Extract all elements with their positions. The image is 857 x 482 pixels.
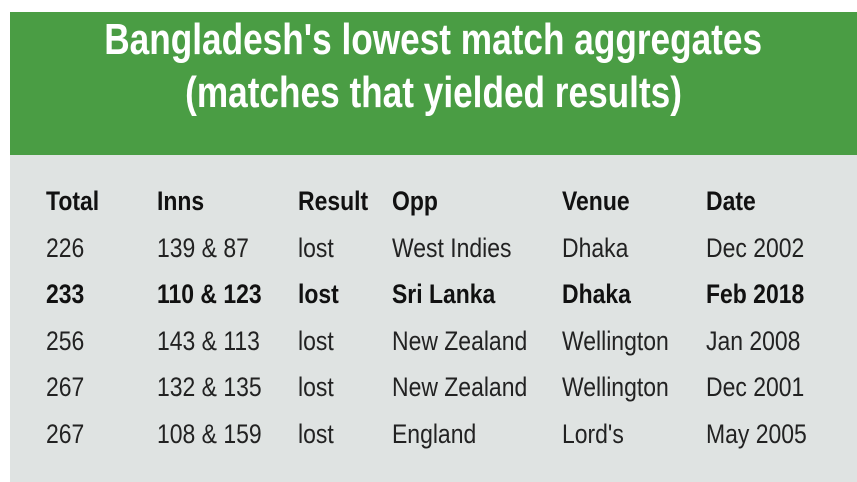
title-text: (matches that yielded results) xyxy=(185,68,682,117)
table-cell: 233 xyxy=(46,279,85,309)
table-cell: 108 & 159 xyxy=(157,418,262,449)
title-line: (matches that yielded results) xyxy=(10,68,857,118)
table-cell: Dec 2002 xyxy=(706,232,805,263)
table-cell: 132 & 135 xyxy=(157,372,262,402)
table-cell: 139 & 87 xyxy=(157,232,249,263)
table-cell: England xyxy=(392,418,477,449)
table-cell: Dhaka xyxy=(562,232,629,263)
table-cell: May 2005 xyxy=(706,418,807,449)
table-cell: Lord's xyxy=(562,418,624,449)
table-cell: 226 xyxy=(46,232,85,263)
table-cell: 267 xyxy=(46,418,85,449)
table-cell: 256 xyxy=(46,325,85,356)
table-cell: Dec 2001 xyxy=(706,372,805,402)
table-cell: Wellington xyxy=(562,325,669,356)
title-line: Bangladesh's lowest match aggregates xyxy=(10,15,857,65)
table-cell: Feb 2018 xyxy=(706,279,805,309)
table-cell: lost xyxy=(298,372,334,402)
table-cell: Jan 2008 xyxy=(706,325,801,356)
column-header: Venue xyxy=(562,186,630,216)
table: Total Inns Result Opp Venue Date 226 139 & 87 lo… xyxy=(10,155,857,482)
column-header: Total xyxy=(46,186,100,216)
table-cell: 267 xyxy=(46,372,85,402)
table-cell: New Zealand xyxy=(392,325,528,356)
table-cell: 143 & 113 xyxy=(157,325,260,356)
table-cell: New Zealand xyxy=(392,372,528,402)
table-cell: Dhaka xyxy=(562,279,631,309)
table-cell: lost xyxy=(298,279,339,309)
table-cell: Sri Lanka xyxy=(392,279,496,309)
title-text: Bangladesh's lowest match aggregates xyxy=(104,15,763,64)
table-cell: 110 & 123 xyxy=(157,279,262,309)
table-cell: lost xyxy=(298,232,334,263)
header: Bangladesh's lowest match aggregates (mat… xyxy=(10,12,857,155)
table-cell: Wellington xyxy=(562,372,669,402)
table-cell: West Indies xyxy=(392,232,512,263)
column-header: Opp xyxy=(392,186,438,216)
column-header: Inns xyxy=(157,186,205,216)
table-cell: lost xyxy=(298,325,334,356)
table-cell: lost xyxy=(298,418,334,449)
column-header: Result xyxy=(298,186,369,216)
column-header: Date xyxy=(706,186,756,216)
